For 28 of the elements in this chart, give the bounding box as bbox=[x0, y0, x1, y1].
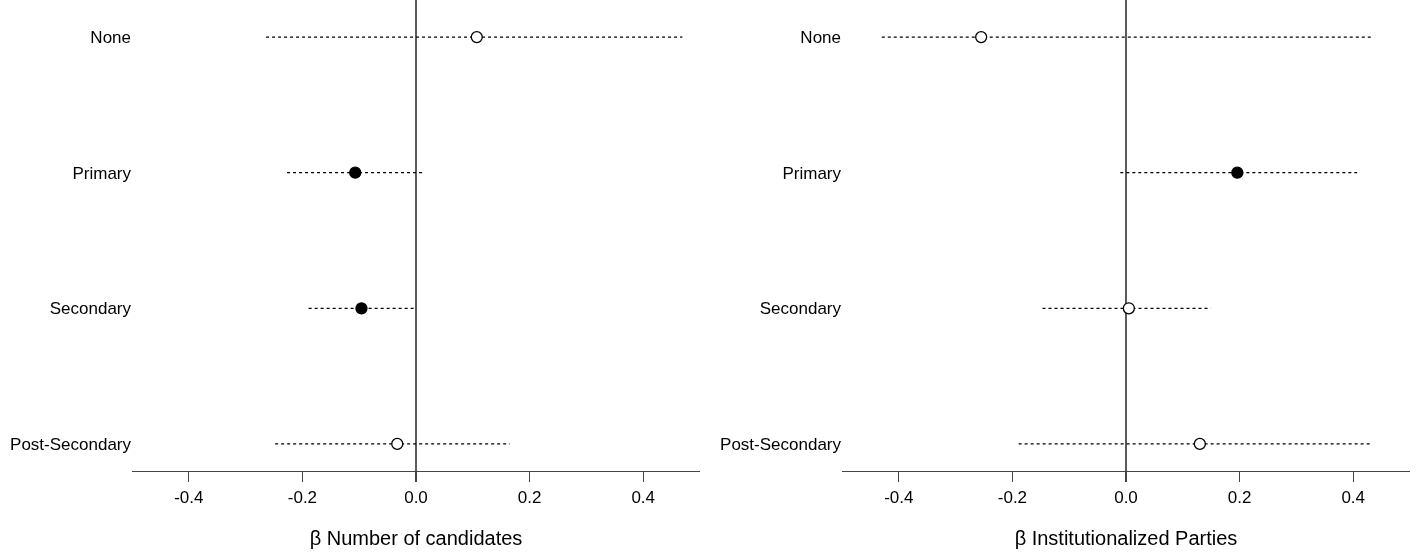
point bbox=[1193, 437, 1206, 451]
x-tick-label: 0.0 bbox=[404, 487, 428, 507]
x-tick-label: 0.4 bbox=[631, 487, 656, 507]
y-tick-label: None bbox=[800, 28, 841, 48]
point bbox=[470, 30, 483, 44]
x-tick-label: -0.2 bbox=[997, 487, 1028, 507]
x-tick-label: -0.4 bbox=[174, 487, 204, 507]
point bbox=[355, 302, 368, 315]
y-tick-label: Post-Secondary bbox=[720, 434, 842, 454]
point bbox=[1231, 166, 1244, 179]
x-tick-label: 0.0 bbox=[1114, 487, 1138, 507]
y-tick-label: Primary bbox=[782, 163, 842, 183]
x-tick-label: 0.4 bbox=[1341, 487, 1366, 507]
point bbox=[975, 30, 988, 44]
point bbox=[349, 166, 362, 179]
x-tick-label: 0.2 bbox=[1227, 487, 1252, 507]
x-axis-title: β Number of candidates bbox=[309, 527, 523, 550]
x-tick-label: 0.2 bbox=[517, 487, 542, 507]
y-tick-label: None bbox=[90, 28, 131, 48]
y-tick-label: Post-Secondary bbox=[10, 434, 132, 454]
y-tick-label: Secondary bbox=[49, 299, 132, 319]
y-tick-label: Secondary bbox=[759, 299, 842, 319]
point bbox=[391, 437, 404, 451]
y-tick-label: Primary bbox=[72, 163, 132, 183]
x-tick-label: -0.2 bbox=[287, 487, 318, 507]
x-tick-label: -0.4 bbox=[884, 487, 914, 507]
x-axis-title: β Institutionalized Parties bbox=[1014, 527, 1238, 550]
point bbox=[1122, 302, 1135, 315]
